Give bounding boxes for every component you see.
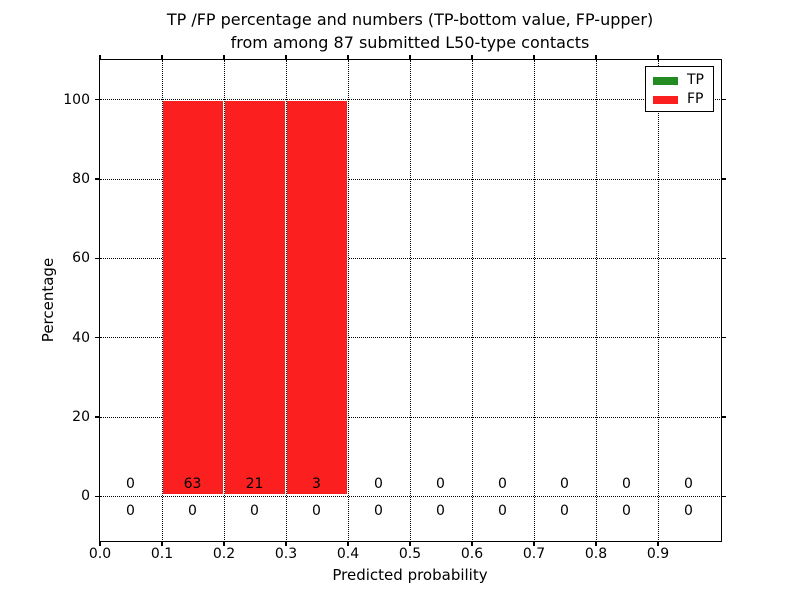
- fp-count-bin-8: 0: [622, 475, 631, 492]
- y-tick-right: [721, 336, 726, 339]
- x-tick-top: [161, 54, 163, 59]
- v-gridline: [285, 59, 287, 540]
- v-gridline: [161, 59, 163, 540]
- y-tick-right: [721, 257, 726, 260]
- y-tick-left: [94, 495, 99, 498]
- x-tick-top: [595, 54, 597, 59]
- fp-count-bin-2: 21: [245, 475, 264, 492]
- fp-color-swatch-icon: [653, 95, 678, 104]
- x-tick-bottom: [657, 541, 659, 546]
- y-tick-right: [721, 178, 726, 180]
- legend-entry-fp: FP: [646, 90, 713, 109]
- y-tick-label: 100: [63, 91, 90, 108]
- y-tick-label: 0: [81, 488, 90, 505]
- y-tick-label: 40: [72, 329, 90, 346]
- tp-count-bin-4: 0: [374, 502, 383, 519]
- fp-count-bin-4: 0: [374, 475, 383, 492]
- tp-count-bin-9: 0: [684, 502, 693, 519]
- v-gridline: [533, 59, 535, 540]
- x-tick-top: [99, 54, 101, 59]
- x-tick-top: [347, 54, 349, 59]
- tp-count-bin-7: 0: [560, 502, 569, 519]
- x-tick-label-7: 0.7: [522, 546, 546, 562]
- y-tick-left: [94, 416, 99, 418]
- x-tick-label-5: 0.5: [398, 546, 422, 562]
- x-tick-label-4: 0.4: [336, 546, 360, 562]
- bar-fp-bin-1: [161, 100, 224, 495]
- x-tick-top: [409, 54, 411, 59]
- fp-count-bin-7: 0: [560, 475, 569, 492]
- y-tick-right: [721, 495, 726, 498]
- v-gridline: [409, 59, 411, 540]
- v-gridline: [595, 59, 597, 540]
- y-tick-left: [94, 98, 99, 101]
- fp-count-bin-5: 0: [436, 475, 445, 492]
- legend: TP FP: [645, 66, 714, 112]
- tp-count-bin-6: 0: [498, 502, 507, 519]
- tp-count-bin-1: 0: [188, 502, 197, 519]
- x-tick-label-8: 0.8: [584, 546, 608, 562]
- x-tick-label-2: 0.2: [212, 546, 236, 562]
- x-tick-top: [471, 54, 473, 59]
- y-tick-right: [721, 98, 726, 101]
- tp-color-swatch-icon: [653, 76, 678, 85]
- x-tick-bottom: [223, 541, 225, 546]
- legend-label-tp: TP: [687, 72, 704, 88]
- y-tick-left: [94, 178, 99, 180]
- fp-count-bin-6: 0: [498, 475, 507, 492]
- chart-title: TP /FP percentage and numbers (TP-bottom…: [100, 8, 720, 54]
- y-tick-label: 80: [72, 171, 90, 187]
- x-tick-bottom: [99, 541, 101, 546]
- y-tick-left: [94, 257, 99, 260]
- tp-count-bin-0: 0: [126, 502, 135, 519]
- bar-fp-bin-3: [285, 100, 348, 495]
- fp-count-row: 0 63 21 3 0 0 0 0 0 0: [100, 475, 720, 493]
- x-tick-bottom: [409, 541, 411, 546]
- v-gridline: [347, 59, 349, 540]
- legend-entry-tp: TP: [646, 71, 713, 90]
- x-tick-top: [533, 54, 535, 59]
- x-tick-label-1: 0.1: [150, 546, 174, 562]
- x-tick-bottom: [347, 541, 349, 546]
- y-tick-left: [94, 336, 99, 339]
- tp-count-bin-3: 0: [312, 502, 321, 519]
- fp-count-bin-0: 0: [126, 475, 135, 492]
- x-tick-bottom: [595, 541, 597, 546]
- x-tick-top: [223, 54, 225, 59]
- tp-count-bin-8: 0: [622, 502, 631, 519]
- v-gridline: [657, 59, 659, 540]
- x-tick-bottom: [161, 541, 163, 546]
- plot-area: 0 63 21 3 0 0 0 0 0 0 0 0 0 0 0 0 0 0 0 …: [98, 58, 722, 542]
- tp-count-bin-2: 0: [250, 502, 259, 519]
- y-tick-right: [721, 416, 726, 418]
- y-tick-label: 60: [72, 250, 90, 267]
- x-tick-bottom: [285, 541, 287, 546]
- v-gridline: [471, 59, 473, 540]
- x-tick-top: [657, 54, 659, 59]
- x-tick-label-0: 0.0: [88, 546, 112, 562]
- tp-count-row: 0 0 0 0 0 0 0 0 0 0: [100, 502, 720, 520]
- x-tick-bottom: [471, 541, 473, 546]
- fp-count-bin-3: 3: [312, 475, 321, 492]
- v-gridline: [223, 59, 225, 540]
- bar-fp-bin-2: [223, 100, 286, 495]
- x-tick-label-6: 0.6: [460, 546, 484, 562]
- x-tick-label-3: 0.3: [274, 546, 298, 562]
- x-tick-label-9: 0.9: [646, 546, 670, 562]
- chart-title-line1: TP /FP percentage and numbers (TP-bottom…: [166, 10, 654, 29]
- chart-title-line2: from among 87 submitted L50-type contact…: [230, 33, 590, 52]
- x-tick-top: [285, 54, 287, 59]
- x-axis-label: Predicted probability: [332, 566, 488, 584]
- fp-count-bin-9: 0: [684, 475, 693, 492]
- x-tick-labels: 0.0 0.1 0.2 0.3 0.4 0.5 0.6 0.7 0.8 0.9: [69, 546, 689, 562]
- fp-count-bin-1: 63: [183, 475, 202, 492]
- tp-count-bin-5: 0: [436, 502, 445, 519]
- y-tick-label: 20: [72, 409, 90, 426]
- legend-label-fp: FP: [687, 91, 704, 107]
- x-tick-bottom: [533, 541, 535, 546]
